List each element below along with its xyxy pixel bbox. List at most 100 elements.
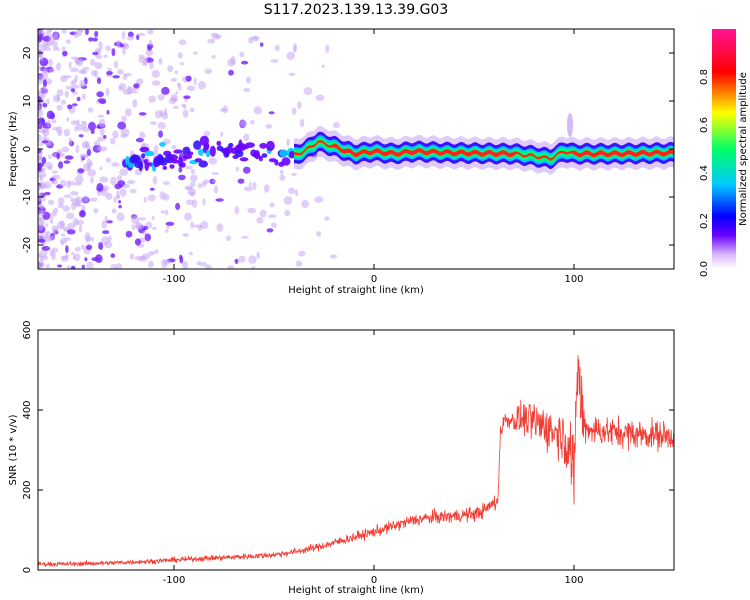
heatmap-ridge-blob: [159, 142, 166, 147]
heatmap-noise-blob: [286, 51, 296, 60]
snr-xlabel: Height of straight line (km): [288, 585, 424, 596]
heatmap-noise-blob: [47, 235, 56, 241]
heatmap-noise-blob: [99, 176, 109, 183]
heatmap-noise-blob: [161, 259, 168, 269]
heatmap-noise-blob: [165, 229, 169, 233]
heatmap-noise-blob: [70, 56, 79, 60]
heatmap-noise-blob: [70, 202, 77, 211]
heatmap-noise-blob: [57, 264, 63, 268]
heatmap-noise-blob: [52, 174, 61, 180]
heatmap-noise-blob: [279, 174, 286, 181]
heatmap-noise-blob: [157, 94, 165, 101]
heatmap-noise-blob: [120, 133, 128, 138]
snr-ylabel: SNR (10 * v/v): [8, 414, 19, 485]
heatmap-noise-blob: [106, 220, 113, 224]
heatmap-noise-blob: [179, 62, 185, 66]
heatmap-noise-blob: [38, 192, 43, 196]
heatmap-noise-blob: [41, 140, 49, 144]
x-tick-label: 0: [371, 575, 377, 586]
heatmap-noise-blob: [38, 42, 41, 48]
heatmap-noise-blob: [213, 185, 219, 194]
heatmap-noise-blob: [182, 109, 189, 118]
heatmap-noise-blob: [65, 252, 69, 260]
heatmap-noise-blob: [184, 212, 192, 221]
heatmap-noise-blob: [38, 148, 42, 154]
y-tick-label: 600: [22, 320, 33, 339]
heatmap-noise-blob: [69, 67, 79, 73]
heatmap-noise-blob: [73, 181, 82, 186]
heatmap-noise-blob: [48, 154, 52, 160]
heatmap-noise-blob: [45, 231, 51, 237]
heatmap-noise-blob: [212, 179, 217, 183]
heatmap-noise-blob: [159, 110, 164, 117]
heatmap-noise-blob: [77, 168, 85, 174]
heatmap-noise-blob: [63, 160, 71, 164]
heatmap-ridge-blob: [144, 150, 155, 157]
colorbar-tick-label: 0.4: [699, 165, 710, 181]
y-tick-label: 10: [22, 95, 33, 108]
heatmap-ridge-blob: [266, 140, 275, 151]
heatmap-noise-blob: [182, 260, 189, 269]
heatmap-noise-blob: [176, 82, 181, 88]
heatmap-noise-blob: [171, 93, 178, 102]
heatmap-noise-blob: [118, 83, 127, 90]
heatmap-noise-blob: [149, 61, 154, 70]
heatmap-noise-blob: [286, 138, 290, 147]
heatmap-noise-blob: [70, 197, 74, 202]
heatmap-noise-blob: [79, 153, 88, 158]
heatmap-noise-blob: [288, 187, 296, 195]
heatmap-noise-blob: [50, 41, 59, 46]
heatmap-ridge-blob: [259, 142, 268, 149]
heatmap-noise-blob: [63, 128, 70, 137]
heatmap-noise-blob: [136, 78, 144, 85]
heatmap-noise-blob: [164, 209, 169, 216]
heatmap-noise-blob: [189, 181, 196, 188]
heatmap-noise-blob: [283, 196, 293, 205]
heatmap-noise-blob: [38, 133, 43, 143]
heatmap-noise-blob: [38, 129, 46, 133]
heatmap-noise-blob: [301, 199, 309, 209]
heatmap-noise-blob: [71, 84, 80, 89]
heatmap-noise-blob: [63, 194, 72, 198]
heatmap-noise-blob: [271, 222, 277, 228]
x-tick-label: -100: [163, 575, 186, 586]
snr-panel: -100 0 100 0 200 400 600 Height of straight li…: [8, 320, 675, 596]
heatmap-noise-blob: [57, 220, 66, 230]
heatmap-noise-blob: [116, 212, 125, 222]
heatmap-noise-blob: [129, 253, 134, 260]
heatmap-noise-blob: [48, 68, 56, 73]
colorbar-tick-label: 0.0: [699, 261, 710, 277]
heatmap-noise-blob: [127, 31, 134, 38]
heatmap-noise-blob: [157, 121, 166, 130]
heatmap-noise-blob: [270, 59, 279, 63]
heatmap-noise-blob: [76, 96, 81, 102]
heatmap-noise-blob: [51, 119, 57, 124]
heatmap-noise-blob: [117, 121, 127, 130]
heatmap-noise-blob: [97, 114, 105, 118]
heatmap-noise-blob: [240, 120, 247, 128]
heatmap-noise-blob: [190, 169, 196, 175]
heatmap-noise-blob: [87, 169, 96, 177]
heatmap-noise-blob: [44, 191, 51, 196]
heatmap-noise-blob: [55, 126, 63, 133]
spectrogram-frame: [37, 28, 675, 270]
heatmap-noise-blob: [127, 85, 132, 94]
heatmap-noise-blob: [84, 232, 91, 242]
heatmap-ridge-blob: [179, 162, 186, 168]
heatmap-noise-blob: [46, 120, 51, 128]
heatmap-noise-blob: [127, 35, 135, 41]
heatmap-ridge-blob: [216, 140, 222, 146]
heatmap-noise-blob: [205, 264, 212, 269]
heatmap-noise-blob: [129, 90, 139, 94]
heatmap-noise-blob: [211, 54, 216, 59]
heatmap-ridge-blob: [131, 155, 141, 164]
heatmap-noise-blob: [94, 30, 99, 38]
heatmap-noise-blob: [151, 215, 155, 221]
heatmap-noise-blob: [57, 197, 65, 205]
heatmap-noise-blob: [51, 251, 56, 261]
heatmap-noise-blob: [132, 99, 138, 108]
heatmap-noise-blob: [151, 69, 160, 78]
heatmap-noise-blob: [92, 37, 98, 42]
heatmap-noise-blob: [333, 121, 340, 129]
